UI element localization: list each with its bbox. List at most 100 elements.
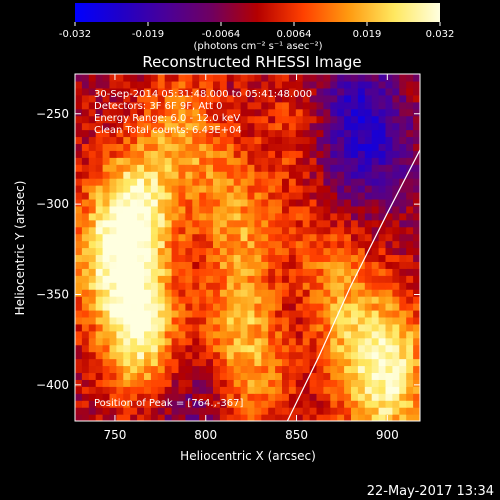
heatmap-cell [337, 386, 345, 394]
heatmap-cell [288, 247, 297, 256]
heatmap-cell [206, 191, 214, 200]
heatmap-cell [351, 94, 359, 103]
heatmap-cell [213, 101, 221, 110]
heatmap-cell [123, 80, 131, 89]
heatmap-cell [247, 233, 255, 242]
heatmap-cell [226, 233, 235, 242]
heatmap-cell [385, 393, 393, 401]
heatmap-cell [109, 101, 117, 110]
heatmap-cell [123, 337, 131, 346]
heatmap-cell [364, 171, 373, 179]
heatmap-cell [309, 309, 318, 318]
heatmap-cell [330, 414, 338, 421]
heatmap-cell [344, 254, 352, 262]
heatmap-cell [302, 115, 311, 124]
heatmap-cell [254, 316, 262, 325]
heatmap-cell [261, 136, 269, 144]
heatmap-cell [226, 240, 235, 249]
heatmap-cell [288, 94, 297, 103]
heatmap-cell [213, 344, 221, 353]
heatmap-cell [337, 87, 345, 96]
heatmap-cell [81, 247, 90, 256]
heatmap-cell [254, 407, 262, 415]
heatmap-cell [116, 275, 124, 283]
heatmap-cell [213, 323, 221, 332]
heatmap-cell [88, 94, 97, 103]
heatmap-cell [213, 337, 221, 346]
heatmap-cell [157, 240, 166, 249]
heatmap-cell [178, 303, 186, 311]
heatmap-cell [254, 226, 262, 235]
heatmap-cell [406, 240, 414, 249]
heatmap-cell [344, 358, 352, 367]
heatmap-cell [144, 386, 152, 394]
heatmap-cell [144, 358, 152, 367]
heatmap-cell [150, 365, 159, 374]
heatmap-cell [247, 393, 255, 401]
heatmap-cell [95, 282, 104, 290]
heatmap-cell [392, 115, 400, 124]
heatmap-cell [213, 157, 221, 165]
heatmap-cell [378, 191, 387, 200]
heatmap-cell [185, 178, 193, 186]
heatmap-cell [206, 94, 214, 103]
heatmap-cell [282, 74, 290, 82]
heatmap-cell [157, 358, 166, 367]
heatmap-cell [178, 407, 186, 415]
heatmap-cell [137, 164, 145, 172]
heatmap-cell [130, 344, 138, 353]
heatmap-cell [233, 289, 242, 297]
heatmap-cell [247, 219, 255, 228]
heatmap-cell [199, 191, 207, 200]
heatmap-cell [288, 108, 297, 117]
colorbar-tick-label: -0.032 [59, 29, 91, 40]
heatmap-cell [213, 94, 221, 103]
heatmap-cell [351, 379, 359, 387]
heatmap-cell [254, 171, 262, 179]
heatmap-cell [226, 379, 235, 387]
heatmap-cell [406, 136, 414, 144]
heatmap-cell [102, 351, 111, 360]
heatmap-cell [399, 254, 407, 262]
heatmap-cell [330, 330, 338, 339]
heatmap-cell [406, 316, 414, 325]
heatmap-cell [323, 296, 331, 304]
heatmap-cell [137, 254, 145, 262]
heatmap-cell [164, 254, 173, 262]
heatmap-cell [88, 226, 97, 235]
heatmap-cell [164, 178, 173, 186]
heatmap-cell [344, 303, 352, 311]
heatmap-cell [75, 344, 83, 353]
heatmap-cell [357, 94, 366, 103]
heatmap-cell [95, 185, 104, 193]
heatmap-cell [282, 414, 290, 421]
heatmap-cell [351, 372, 359, 380]
heatmap-cell [254, 178, 262, 186]
heatmap-cell [254, 94, 262, 103]
heatmap-cell [413, 233, 420, 242]
heatmap-cell [378, 275, 387, 283]
heatmap-cell [123, 296, 131, 304]
heatmap-cell [233, 316, 242, 325]
heatmap-cell [192, 185, 200, 193]
heatmap-cell [150, 296, 159, 304]
heatmap-cell [192, 414, 200, 421]
heatmap-cell [309, 143, 318, 151]
heatmap-cell [185, 150, 193, 158]
heatmap-cell [385, 372, 393, 380]
heatmap-cell [316, 414, 324, 421]
heatmap-cell [157, 122, 166, 131]
heatmap-cell [95, 254, 104, 262]
heatmap-cell [344, 94, 352, 103]
heatmap-cell [206, 157, 214, 165]
heatmap-cell [185, 212, 193, 221]
heatmap-cell [268, 414, 276, 421]
heatmap-cell [406, 205, 414, 214]
heatmap-cell [413, 87, 420, 96]
heatmap-cell [185, 393, 193, 401]
heatmap-cell [309, 296, 318, 304]
heatmap-cell [144, 414, 152, 421]
heatmap-cell [213, 261, 221, 269]
heatmap-cell [81, 143, 90, 151]
heatmap-cell [213, 414, 221, 421]
